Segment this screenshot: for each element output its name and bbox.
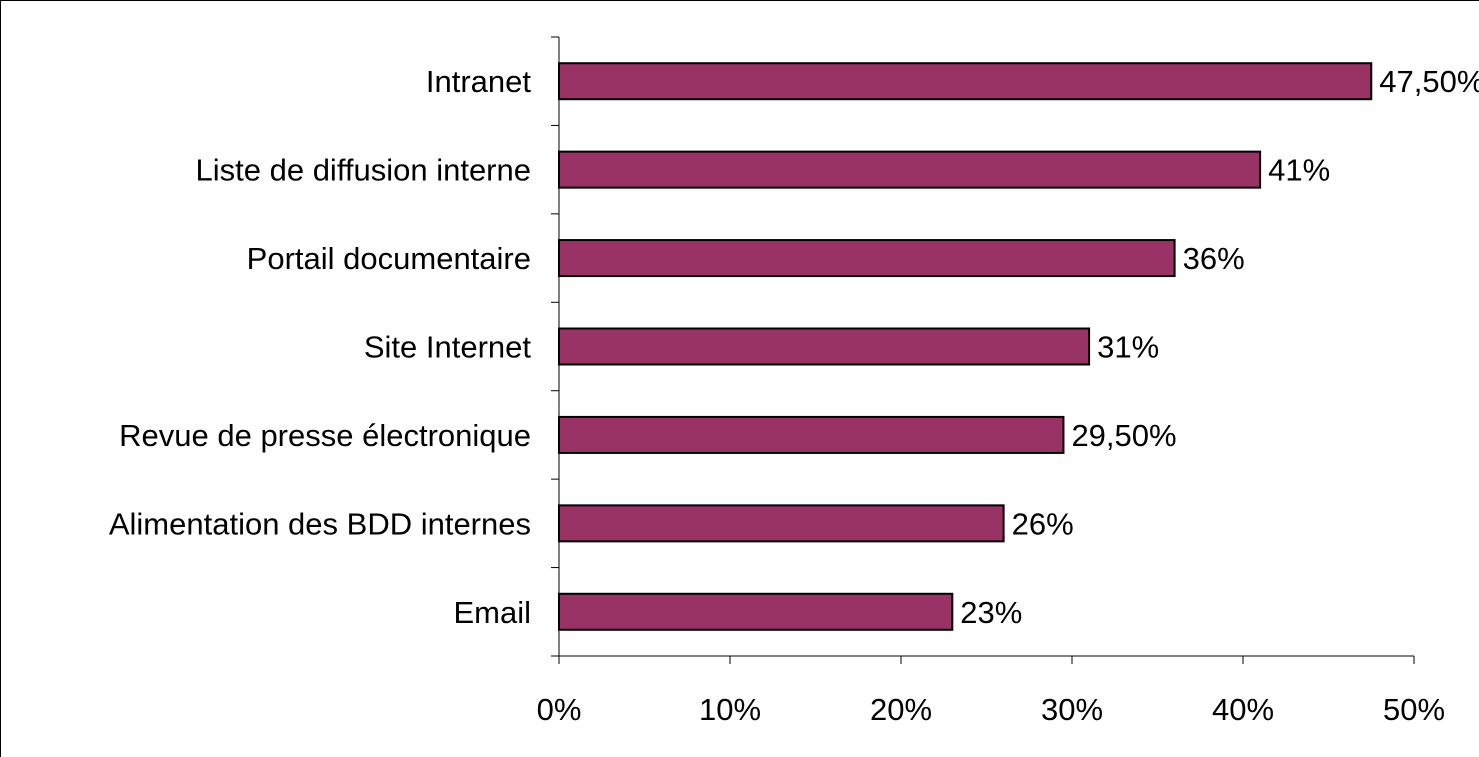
data-label: 36%	[1183, 241, 1245, 276]
bar	[558, 327, 1091, 366]
x-tick-label: 20%	[870, 692, 932, 727]
category-label: Site Internet	[364, 330, 532, 365]
bar	[558, 150, 1262, 189]
x-tick-label: 10%	[699, 692, 761, 727]
category-label: Intranet	[426, 64, 532, 99]
bar	[558, 504, 1005, 543]
category-label: Portail documentaire	[247, 241, 531, 276]
data-label: 41%	[1268, 153, 1330, 188]
x-tick-label: 40%	[1212, 692, 1274, 727]
bar	[558, 62, 1373, 101]
category-label: Alimentation des BDD internes	[109, 506, 531, 541]
bar	[558, 239, 1176, 278]
bar	[558, 592, 954, 631]
data-label: 29,50%	[1071, 418, 1176, 453]
data-label: 23%	[960, 595, 1022, 630]
data-label: 26%	[1012, 506, 1074, 541]
x-tick-label: 0%	[537, 692, 582, 727]
x-tick-label: 50%	[1383, 692, 1445, 727]
x-tick-label: 30%	[1041, 692, 1103, 727]
bars-layer	[558, 62, 1373, 631]
category-label: Liste de diffusion interne	[196, 153, 532, 188]
category-label: Revue de presse électronique	[119, 418, 531, 453]
data-label: 31%	[1097, 330, 1159, 365]
labels-layer: Intranet 47,50% Liste de diffusion interne…	[109, 64, 1479, 727]
axes-layer	[551, 36, 1415, 664]
category-label: Email	[453, 595, 531, 630]
bar	[558, 415, 1065, 454]
data-label: 47,50%	[1379, 64, 1479, 99]
